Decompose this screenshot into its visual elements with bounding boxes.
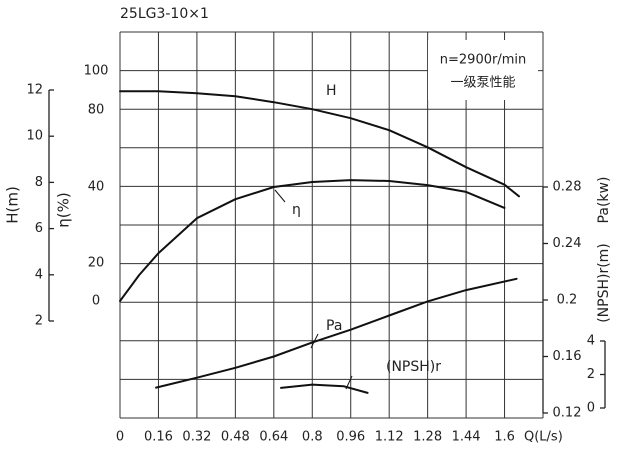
leader-line <box>310 333 319 349</box>
y-tick-label: 6 <box>35 221 43 236</box>
curve <box>119 90 520 198</box>
leader-line <box>345 375 353 390</box>
annotation: 一级泵性能 <box>450 76 515 91</box>
curve-label: H <box>326 83 337 99</box>
y2-tick-label: 0.28 <box>553 180 582 195</box>
y-tick-label: 12 <box>26 83 43 98</box>
y3-axis-label: (NPSH)r(m) <box>596 243 612 323</box>
eta-tick-label: 100 <box>84 64 109 79</box>
y-tick-label: 8 <box>35 175 43 190</box>
curve-label: η <box>292 202 301 218</box>
x-tick-label: 1.12 <box>375 430 404 445</box>
curve <box>155 277 518 389</box>
curve-label: Pa <box>326 318 342 334</box>
eta-tick-label: 20 <box>88 256 105 271</box>
eta-axis-label: η(%) <box>55 192 73 227</box>
x-tick-label: 0.8 <box>302 430 323 445</box>
y3-tick-label: 0 <box>587 401 595 416</box>
y2-tick-label: 0.16 <box>553 349 582 364</box>
chart-title: 25LG3-10×1 <box>120 6 209 22</box>
y2-tick-label: 0.24 <box>553 236 582 251</box>
x-tick-label: 1.44 <box>452 430 481 445</box>
y2-tick-label: 0.2 <box>557 293 578 308</box>
y2-tick-label: 0.12 <box>553 406 582 421</box>
eta-tick-label: 0 <box>92 294 100 309</box>
x-tick-label: 0.48 <box>221 430 250 445</box>
eta-tick-label: 80 <box>88 103 105 118</box>
x-axis-label: Q(L/s) <box>524 430 563 445</box>
y-tick-label: 2 <box>35 314 43 329</box>
x-tick-label: 0.64 <box>259 430 288 445</box>
x-tick-label: 0.96 <box>336 430 365 445</box>
leader-line <box>274 189 286 203</box>
y-axis-label: H(m) <box>4 186 22 224</box>
annotation-box <box>428 40 538 100</box>
curve <box>280 383 369 394</box>
x-tick-label: 1.6 <box>494 430 515 445</box>
x-tick-label: 1.28 <box>413 430 442 445</box>
curve <box>119 179 506 302</box>
y3-tick-label: 4 <box>587 334 595 349</box>
x-tick-label: 0.32 <box>182 430 211 445</box>
y-tick-label: 4 <box>35 267 43 282</box>
annotation: n=2900r/min <box>440 53 526 68</box>
y3-tick-label: 2 <box>587 367 595 382</box>
y-tick-label: 10 <box>26 129 43 144</box>
x-tick-label: 0 <box>116 430 124 445</box>
x-tick-label: 0.16 <box>144 430 173 445</box>
y2-axis-label: Pa(kw) <box>596 177 612 224</box>
curve-label: (NPSH)r <box>386 359 441 375</box>
eta-tick-label: 40 <box>88 180 105 195</box>
